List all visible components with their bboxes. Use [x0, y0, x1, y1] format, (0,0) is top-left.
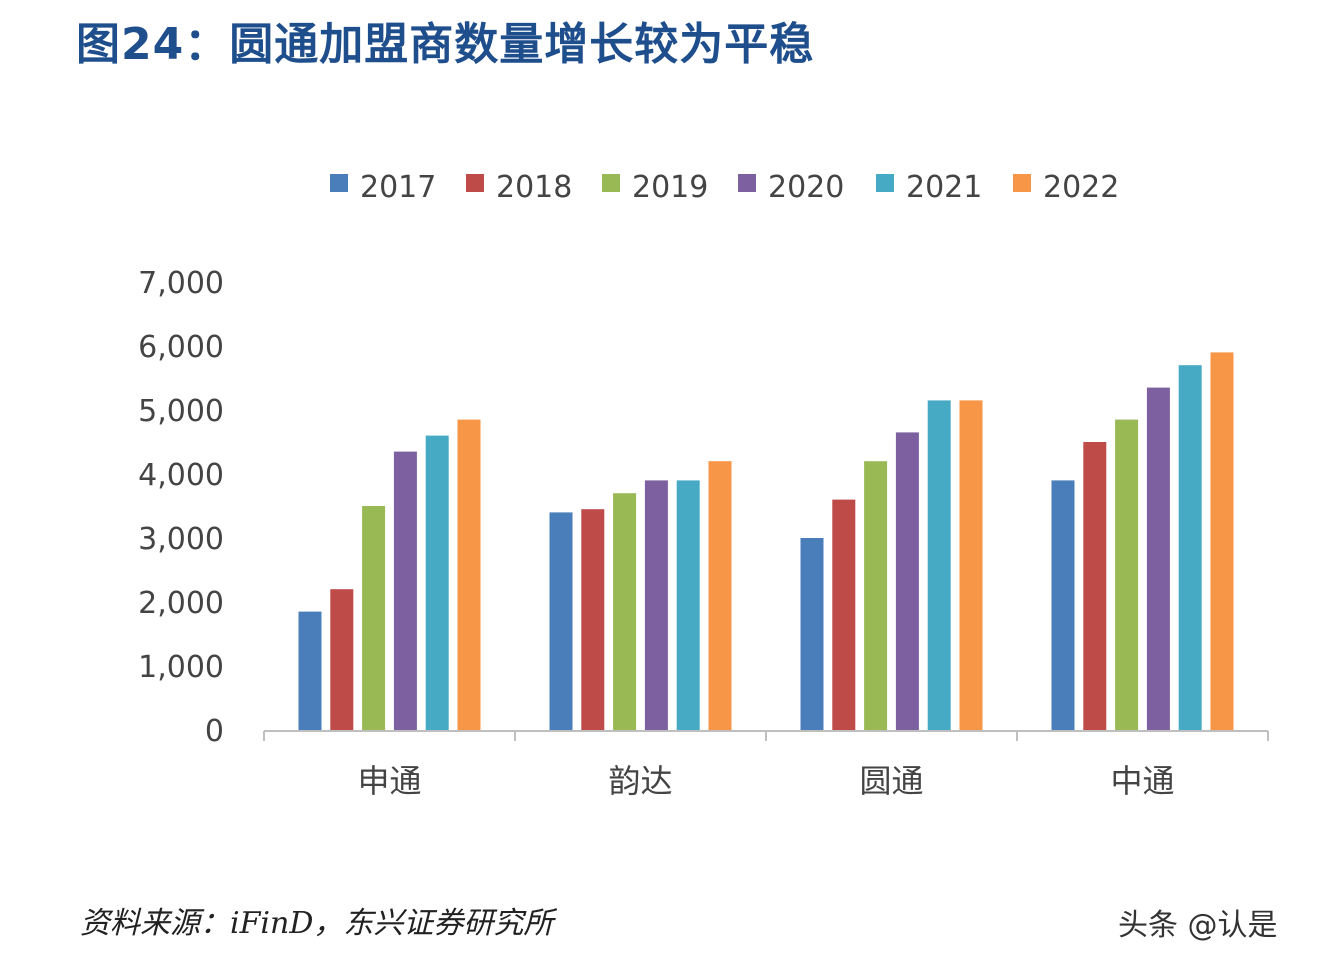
bar-2020-1 [644, 480, 668, 730]
y-tick-label: 3,000 [138, 522, 224, 557]
bar-2017-0 [298, 611, 322, 730]
y-axis: 0 1,000 2,000 3,000 4,000 5,000 6,000 7,000 [138, 266, 224, 749]
bar-2019-2 [864, 461, 888, 730]
legend-label: 2017 [360, 170, 436, 205]
bar-2019-3 [1115, 419, 1139, 730]
legend-swatch-2022 [1013, 174, 1031, 192]
x-tick-label: 圆通 [859, 762, 923, 800]
bars [298, 352, 1234, 730]
legend-swatch-2019 [602, 174, 620, 192]
bar-2019-0 [362, 506, 386, 730]
legend-label: 2022 [1043, 170, 1119, 205]
y-tick-label: 4,000 [138, 458, 224, 493]
bar-2021-2 [927, 400, 951, 730]
bar-2021-0 [425, 435, 449, 730]
y-tick-label: 7,000 [138, 266, 224, 301]
watermark: 头条 @认是 [1118, 908, 1278, 943]
legend-label: 2019 [632, 170, 708, 205]
y-tick-label: 6,000 [138, 330, 224, 365]
bar-2022-3 [1210, 352, 1234, 730]
bar-2020-0 [393, 451, 417, 730]
y-tick-label: 2,000 [138, 586, 224, 621]
legend-swatch-2021 [876, 174, 894, 192]
legend: 2017 2018 2019 2020 2021 2022 [330, 170, 1119, 205]
legend-swatch-2018 [466, 174, 484, 192]
source-note: 资料来源：iFinD，东兴证券研究所 [80, 906, 554, 941]
y-tick-label: 5,000 [138, 394, 224, 429]
bar-2018-2 [832, 499, 856, 730]
x-tick-label: 中通 [1110, 762, 1174, 800]
chart-title: 图24：圆通加盟商数量增长较为平稳 [76, 19, 815, 70]
y-tick-label: 1,000 [138, 650, 224, 685]
legend-label: 2020 [768, 170, 844, 205]
bar-2018-3 [1083, 442, 1107, 730]
bar-2021-3 [1178, 365, 1202, 730]
bar-2022-0 [457, 419, 481, 730]
legend-label: 2021 [906, 170, 982, 205]
y-tick-label: 0 [205, 714, 224, 749]
bar-2019-1 [613, 493, 637, 730]
legend-label: 2018 [496, 170, 572, 205]
bar-2020-2 [895, 432, 919, 730]
bar-2022-2 [959, 400, 983, 730]
bar-2022-1 [708, 461, 732, 730]
bar-2017-1 [549, 512, 573, 730]
bar-2020-3 [1146, 387, 1170, 730]
x-axis: 申通 韵达 圆通 中通 [263, 730, 1269, 800]
bar-2018-1 [581, 509, 605, 730]
bar-2018-0 [330, 589, 354, 730]
bar-2017-3 [1051, 480, 1075, 730]
bar-2021-1 [676, 480, 700, 730]
legend-swatch-2020 [738, 174, 756, 192]
legend-swatch-2017 [330, 174, 348, 192]
x-tick-label: 申通 [357, 762, 421, 800]
x-tick-label: 韵达 [608, 762, 672, 800]
bar-2017-2 [800, 538, 824, 730]
